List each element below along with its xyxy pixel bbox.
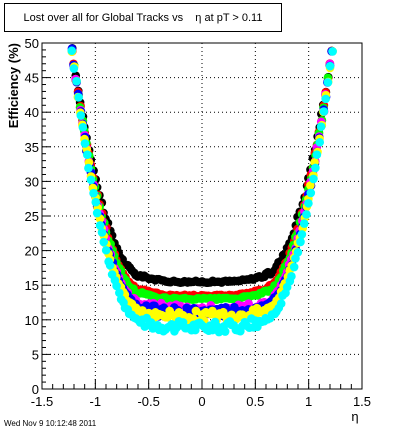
data-point	[328, 47, 337, 56]
data-point	[95, 221, 105, 230]
y-tick-label: 5	[32, 347, 39, 362]
data-point	[306, 181, 315, 190]
y-tick-label: 40	[25, 105, 39, 120]
data-point	[287, 272, 296, 281]
y-axis-label: Efficiency (%)	[6, 43, 21, 128]
data-point	[89, 188, 98, 198]
data-point	[306, 188, 316, 198]
data-point	[84, 163, 93, 173]
grid	[42, 43, 362, 389]
data-point	[315, 137, 325, 147]
data-point	[323, 78, 333, 87]
y-tick-label: 35	[25, 140, 39, 155]
y-tick-label: 50	[25, 36, 39, 51]
data-point	[304, 199, 313, 208]
data-point	[99, 237, 109, 247]
timestamp: Wed Nov 9 10:12:48 2011	[4, 419, 97, 428]
chart-title: Lost over all for Global Tracks vs η at …	[4, 3, 282, 32]
data-point	[316, 122, 326, 132]
data-point	[112, 281, 121, 291]
data-point	[105, 261, 115, 270]
data-point	[289, 262, 299, 272]
data-point	[69, 64, 79, 73]
data-point	[92, 208, 102, 218]
data-point	[191, 306, 201, 316]
data-point	[302, 210, 311, 219]
tick-labels: -1.5 -1 -0.5 0 0.5 1 1.5 0 5 10 15 20 25 30 35 40 45 50	[25, 36, 372, 409]
y-tick-label: 30	[25, 174, 39, 189]
data-point	[293, 247, 303, 257]
x-axis-label: η	[351, 409, 358, 424]
data-points	[67, 44, 337, 337]
data-point	[97, 228, 107, 237]
data-point	[319, 107, 329, 116]
axis-ticks	[41, 42, 363, 390]
x-tick-label: 1	[305, 394, 312, 409]
data-point	[82, 150, 92, 159]
data-point	[321, 94, 330, 104]
y-tick-label: 0	[32, 382, 39, 397]
x-tick-label: -0.5	[137, 394, 159, 409]
y-tick-label: 10	[25, 313, 39, 328]
data-point	[309, 174, 318, 184]
data-point	[86, 175, 96, 185]
data-point	[299, 219, 309, 228]
x-tick-label: -1.5	[31, 394, 53, 409]
data-point	[325, 61, 335, 71]
data-point	[72, 76, 81, 86]
data-point	[78, 122, 88, 132]
data-point	[76, 111, 86, 120]
x-tick-label: 0.5	[246, 394, 264, 409]
data-point	[115, 288, 124, 298]
data-point	[80, 139, 90, 148]
y-tick-label: 20	[25, 244, 39, 259]
data-point	[190, 325, 200, 335]
y-tick-label: 25	[25, 209, 39, 224]
data-point	[296, 237, 305, 247]
data-point	[297, 230, 307, 239]
x-tick-label: -1	[90, 394, 102, 409]
y-tick-label: 45	[25, 71, 39, 86]
data-point	[276, 299, 286, 308]
data-point	[67, 46, 77, 56]
data-point	[220, 327, 230, 336]
x-tick-label: 1.5	[353, 394, 371, 409]
data-point	[312, 150, 322, 159]
x-tick-label: 0	[198, 394, 205, 409]
data-point	[101, 245, 111, 255]
data-point	[91, 197, 101, 207]
data-point	[150, 301, 159, 311]
data-point	[311, 163, 320, 173]
y-tick-label: 15	[25, 278, 39, 293]
data-point	[74, 92, 83, 102]
